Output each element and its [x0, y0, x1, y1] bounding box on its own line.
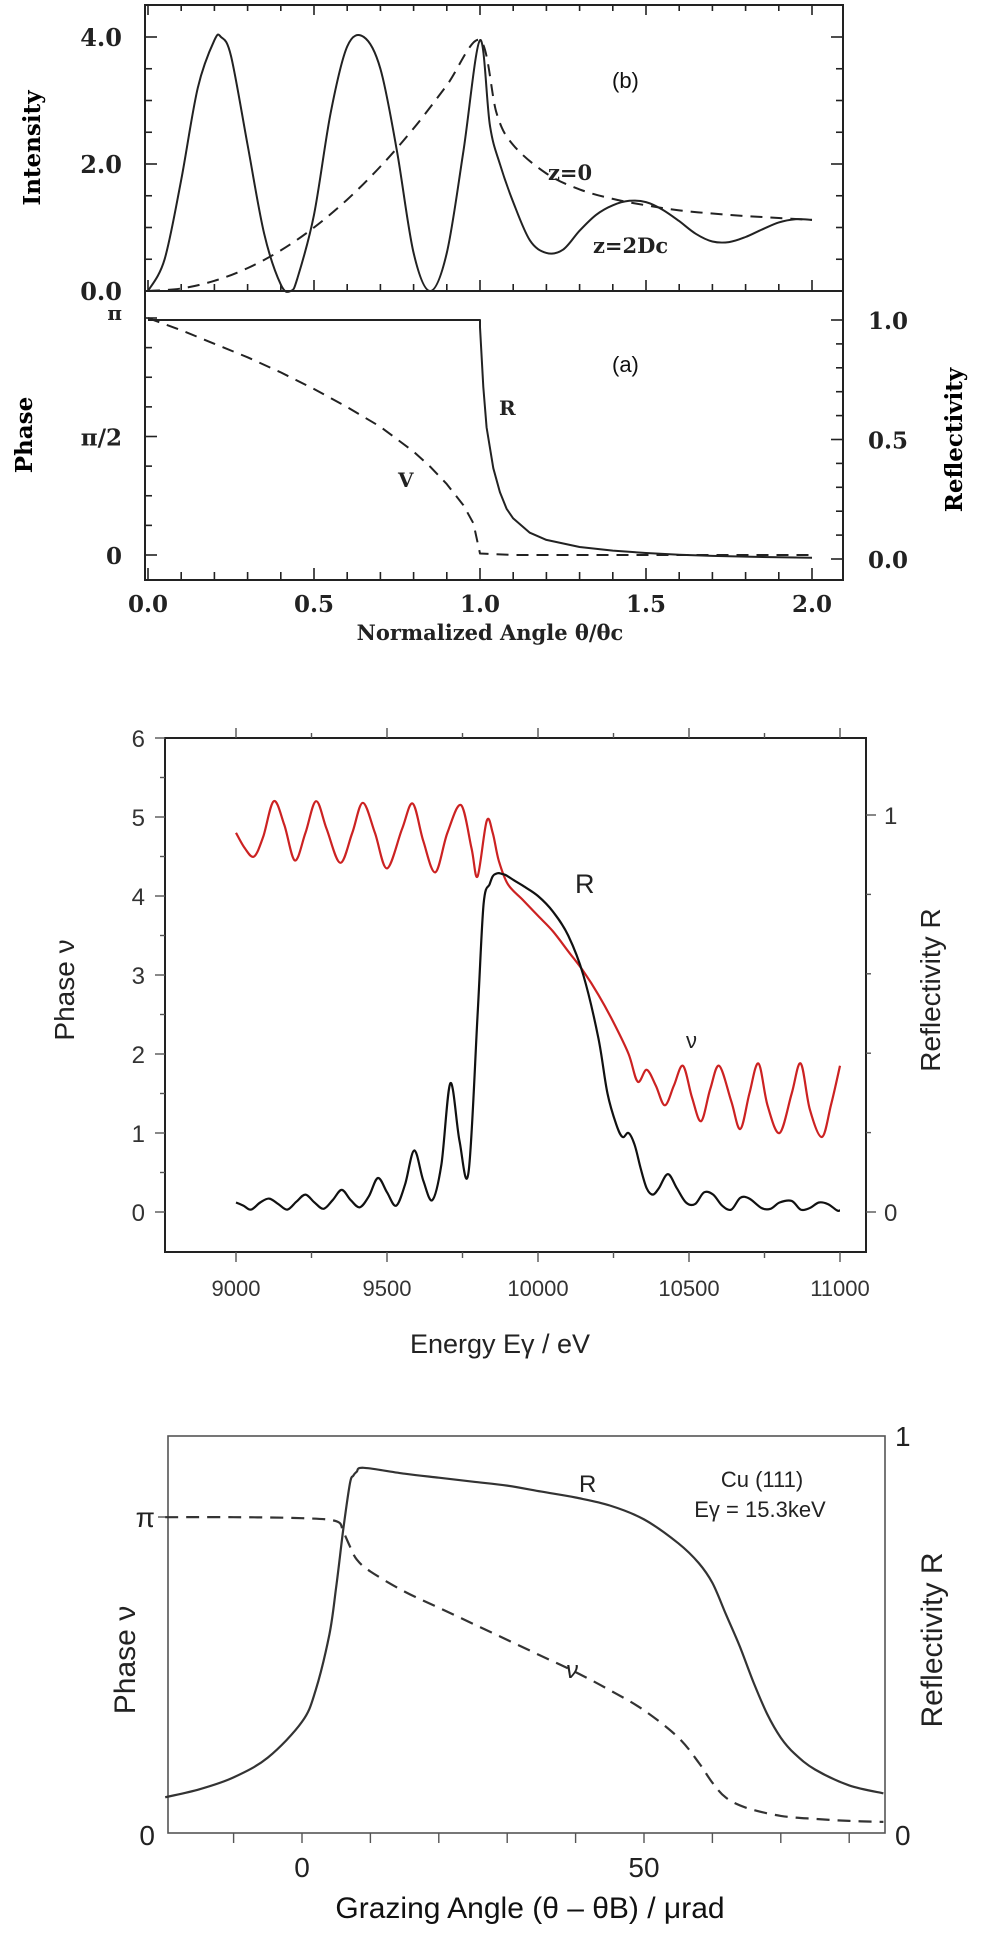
- right-ytick-label: 1.0: [868, 308, 908, 335]
- xtick-label: 1.5: [626, 591, 666, 618]
- grazing-chart-right-ytick-labels: 01: [895, 1421, 911, 1851]
- panel-b-ytick-labels: 0.0 2.0 4.0: [80, 23, 122, 306]
- energy-annotation: Eγ = 15.3keV: [694, 1497, 826, 1522]
- xtick-label: 50: [628, 1852, 659, 1883]
- energy-chart-ticks: [155, 728, 876, 1262]
- grazing-chart-ylabel-right: Reflectivity R: [916, 1552, 949, 1727]
- ytick-label: 0: [132, 1200, 145, 1227]
- grazing-angle-chart: 0π 01 0 50 Phase ν Reflectivity R Cu (111…: [109, 1421, 949, 1925]
- panel-a-ytick-labels: 0 π/2 π: [81, 301, 122, 570]
- ytick-label: 2: [132, 1042, 145, 1069]
- grazing-chart-xlabel: Grazing Angle (θ – θB) / μrad: [335, 1892, 724, 1925]
- right-ytick-label: 1: [895, 1421, 911, 1452]
- panel-a-series: [147, 317, 813, 559]
- xtick-label: 11000: [810, 1276, 870, 1301]
- panel-a-ylabel-right: Reflectivity: [941, 367, 968, 512]
- ytick-label: π: [136, 1502, 155, 1533]
- panel-a-label: (a): [612, 352, 639, 377]
- xtick-label: 10500: [658, 1276, 719, 1301]
- material-annotation: Cu (111): [721, 1467, 803, 1492]
- grazing-chart-series: [164, 1466, 884, 1823]
- grazing-chart-frame: [167, 1435, 886, 1834]
- right-ytick-label: 1: [884, 803, 897, 830]
- xtick-label: 2.0: [792, 591, 832, 618]
- series-phase-line: [165, 1516, 884, 1823]
- ytick-label: 0.0: [80, 277, 122, 306]
- ytick-label: 0: [106, 543, 122, 570]
- ytick-label: 3: [132, 963, 145, 990]
- panel-a-xlabel: Normalized Angle θ/θc: [357, 620, 624, 645]
- xtick-label: 0.0: [128, 591, 168, 618]
- series-phase-line: [147, 317, 812, 556]
- panel-b-series: [147, 33, 813, 293]
- right-ytick-label: 0: [895, 1820, 911, 1851]
- energy-chart-xtick-labels: 9000 9500 10000 10500 11000: [212, 1276, 870, 1301]
- r-annotation: R: [499, 396, 516, 420]
- ytick-label: π/2: [81, 424, 122, 451]
- series-z2dc-line: [147, 33, 813, 293]
- panel-b-ylabel: Intensity: [19, 90, 46, 206]
- energy-chart-ytick-labels: 0 1 2 3 4 5 6: [132, 726, 145, 1227]
- energy-chart-frame: [164, 737, 867, 1253]
- ytick-label: 4.0: [80, 23, 122, 52]
- xtick-label: 0.5: [294, 591, 334, 618]
- z0-annotation: z=0: [548, 160, 592, 185]
- panel-a-ticks: [145, 317, 843, 580]
- panel-a-right-ytick-labels: 0.0 0.5 1.0: [868, 308, 908, 574]
- grazing-r-annotation: R: [579, 1471, 596, 1498]
- xtick-label: 0: [294, 1852, 310, 1883]
- z2dc-annotation: z=2Dc: [593, 233, 668, 258]
- series-reflectivity-line: [148, 319, 813, 559]
- ytick-label: 6: [132, 726, 145, 753]
- panel-b-label: (b): [612, 68, 639, 93]
- right-ytick-label: 0: [884, 1200, 897, 1227]
- xtick-label: 9000: [212, 1276, 261, 1301]
- right-ytick-label: 0.5: [868, 428, 908, 455]
- xtick-label: 10000: [507, 1276, 568, 1301]
- panel-a-frame: [144, 290, 844, 581]
- panel-b-intensity: 0.0 2.0 4.0 Intensity (b) z=0 z=2Dc: [19, 4, 844, 306]
- energy-nu-annotation: ν: [686, 1028, 697, 1053]
- energy-chart-ylabel: Phase ν: [49, 939, 80, 1040]
- energy-chart-right-ytick-labels: 01: [884, 803, 897, 1227]
- series-reflectivity-line: [235, 871, 841, 1212]
- ytick-label: 4: [132, 884, 145, 911]
- v-annotation: V: [397, 468, 414, 492]
- energy-chart-xlabel: Energy Eγ / eV: [410, 1329, 590, 1359]
- grazing-chart-ytick-labels: 0π: [136, 1502, 155, 1851]
- series-reflectivity-line: [164, 1466, 884, 1799]
- grazing-chart-xtick-labels: 0 50: [294, 1852, 659, 1883]
- grazing-nu-annotation: ν: [566, 1657, 578, 1684]
- energy-chart-series: [235, 800, 842, 1212]
- energy-chart-ylabel-right: Reflectivity R: [915, 908, 946, 1071]
- grazing-chart-ylabel: Phase ν: [109, 1606, 142, 1714]
- series-z0-line: [147, 39, 813, 292]
- series-phase-line: [235, 800, 842, 1139]
- ytick-label: π: [107, 301, 122, 325]
- panel-a-phase-reflectivity: 0 π/2 π 0.0 0.5 1.0 0.0 0.5 1.0 1.5 2.0 Phase Re…: [11, 290, 968, 645]
- panel-a-ylabel: Phase: [11, 397, 38, 474]
- ytick-label: 1: [132, 1121, 145, 1148]
- grazing-chart-ticks: [158, 1516, 850, 1843]
- ytick-label: 5: [132, 805, 145, 832]
- right-ytick-label: 0.0: [868, 547, 908, 574]
- xtick-label: 1.0: [460, 591, 500, 618]
- ytick-label: 0: [139, 1820, 155, 1851]
- ytick-label: 2.0: [80, 150, 122, 179]
- xtick-label: 9500: [363, 1276, 412, 1301]
- energy-r-annotation: R: [575, 869, 595, 899]
- panel-a-xtick-labels: 0.0 0.5 1.0 1.5 2.0: [128, 591, 832, 618]
